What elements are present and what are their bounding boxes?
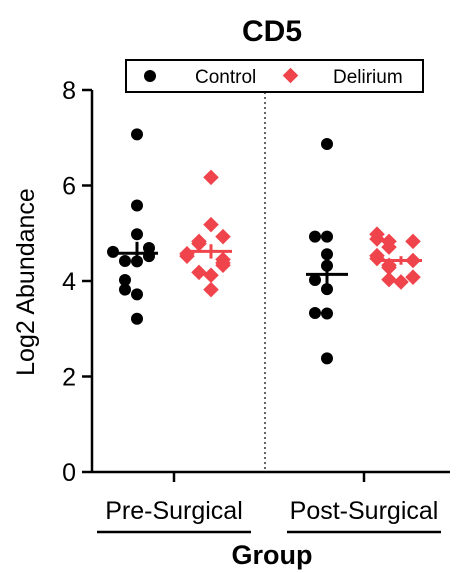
data-point-delirium xyxy=(179,246,195,262)
data-point-delirium xyxy=(405,233,421,250)
data-point-control xyxy=(321,352,333,365)
data-point-control xyxy=(309,230,321,243)
data-point-delirium xyxy=(203,267,219,284)
y-tick-label: 8 xyxy=(62,77,76,105)
data-point-delirium xyxy=(191,264,207,281)
legend-box xyxy=(125,59,424,93)
data-point-delirium xyxy=(203,169,219,186)
data-points xyxy=(107,128,421,365)
data-point-control xyxy=(131,288,143,301)
y-tick-label: 4 xyxy=(62,268,76,296)
x-tick-label: Post-Surgical xyxy=(290,497,439,525)
legend-label-delirium: Delirium xyxy=(333,67,403,88)
x-axis: Pre-Surgical Post-Surgical xyxy=(92,470,450,534)
data-point-delirium xyxy=(369,226,385,242)
data-point-control xyxy=(309,274,321,287)
y-tick-label: 0 xyxy=(62,459,76,487)
data-point-delirium xyxy=(203,281,219,298)
y-tick-label: 6 xyxy=(62,173,76,201)
data-point-control xyxy=(131,128,143,141)
y-tick-label: 2 xyxy=(62,364,76,392)
data-point-delirium xyxy=(215,228,231,245)
data-point-control xyxy=(321,230,333,243)
chart-title: CD5 xyxy=(242,15,302,48)
data-point-delirium xyxy=(191,233,207,250)
data-point-delirium xyxy=(203,216,219,233)
data-point-control xyxy=(321,137,333,150)
data-point-control xyxy=(119,254,131,267)
data-point-control xyxy=(107,245,119,258)
data-point-control xyxy=(143,242,155,255)
legend-marker-control xyxy=(144,70,156,82)
data-point-control xyxy=(321,248,333,261)
data-point-delirium xyxy=(215,251,231,268)
data-point-control xyxy=(321,307,333,320)
data-point-control xyxy=(119,274,131,287)
legend-label-control: Control xyxy=(195,67,256,88)
data-point-control xyxy=(131,312,143,325)
data-point-control xyxy=(309,306,321,319)
data-point-delirium xyxy=(381,233,397,250)
y-axis: 0 2 4 6 8 xyxy=(62,77,94,487)
data-point-control xyxy=(131,199,143,212)
data-point-control xyxy=(131,228,143,241)
x-axis-title: Group xyxy=(232,540,313,570)
mean-sem-bars xyxy=(116,241,422,289)
data-point-control xyxy=(321,283,333,296)
data-point-control xyxy=(119,283,131,296)
y-axis-title: Log2 Abundance xyxy=(12,188,40,376)
legend: Control Delirium xyxy=(125,59,424,93)
x-tick-label: Pre-Surgical xyxy=(105,497,243,525)
